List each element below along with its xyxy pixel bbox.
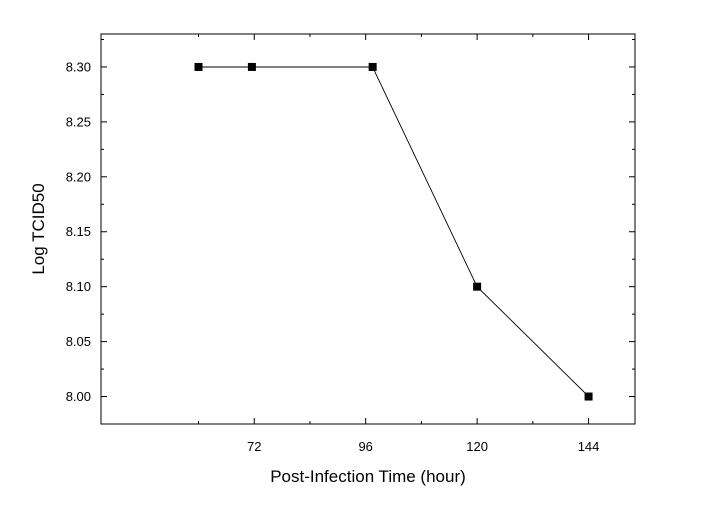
x-tick-label: 144: [578, 439, 600, 454]
y-tick-labels: 8.00 8.05 8.10 8.15 8.20 8.25 8.30: [66, 59, 91, 404]
y-tick-label: 8.10: [66, 279, 91, 294]
data-point: [247, 62, 256, 71]
y-tick-label: 8.05: [66, 334, 91, 349]
x-tick-label: 120: [466, 439, 488, 454]
plot-frame: [100, 33, 636, 425]
y-tick-label: 8.15: [66, 224, 91, 239]
data-point: [473, 282, 482, 291]
y-tick-label: 8.30: [66, 59, 91, 74]
data-point: [368, 62, 377, 71]
data-series: [194, 62, 593, 401]
axis-ticks: [101, 34, 635, 425]
series-line: [198, 66, 589, 397]
data-point: [194, 62, 203, 71]
x-axis-label: Post-Infection Time (hour): [270, 467, 466, 486]
y-axis-label: Log TCID50: [29, 183, 48, 274]
y-tick-label: 8.20: [66, 169, 91, 184]
x-tick-label: 72: [247, 439, 261, 454]
x-tick-label: 96: [358, 439, 372, 454]
y-tick-label: 8.00: [66, 389, 91, 404]
data-point: [584, 392, 593, 401]
y-tick-label: 8.25: [66, 114, 91, 129]
x-tick-labels: 72 96 120 144: [247, 439, 599, 454]
